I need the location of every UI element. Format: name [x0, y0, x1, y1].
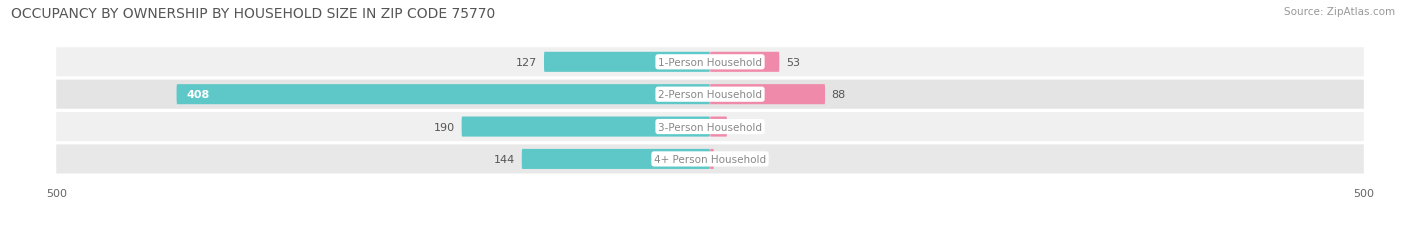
- Text: 408: 408: [187, 90, 211, 100]
- Text: 144: 144: [494, 154, 515, 164]
- FancyBboxPatch shape: [56, 145, 1364, 174]
- Text: 190: 190: [434, 122, 456, 132]
- FancyBboxPatch shape: [461, 117, 710, 137]
- Text: 1-Person Household: 1-Person Household: [658, 58, 762, 67]
- Text: Source: ZipAtlas.com: Source: ZipAtlas.com: [1284, 7, 1395, 17]
- Text: 4+ Person Household: 4+ Person Household: [654, 154, 766, 164]
- Text: 3: 3: [720, 154, 727, 164]
- FancyBboxPatch shape: [710, 85, 825, 105]
- FancyBboxPatch shape: [710, 52, 779, 73]
- FancyBboxPatch shape: [710, 149, 714, 169]
- FancyBboxPatch shape: [56, 48, 1364, 77]
- Text: 2-Person Household: 2-Person Household: [658, 90, 762, 100]
- FancyBboxPatch shape: [710, 117, 727, 137]
- Text: 53: 53: [786, 58, 800, 67]
- FancyBboxPatch shape: [56, 112, 1364, 142]
- Text: OCCUPANCY BY OWNERSHIP BY HOUSEHOLD SIZE IN ZIP CODE 75770: OCCUPANCY BY OWNERSHIP BY HOUSEHOLD SIZE…: [11, 7, 495, 21]
- FancyBboxPatch shape: [177, 85, 710, 105]
- FancyBboxPatch shape: [56, 80, 1364, 109]
- Text: 3-Person Household: 3-Person Household: [658, 122, 762, 132]
- FancyBboxPatch shape: [522, 149, 710, 169]
- Text: 127: 127: [516, 58, 537, 67]
- Text: 88: 88: [831, 90, 846, 100]
- FancyBboxPatch shape: [544, 52, 710, 73]
- Text: 13: 13: [734, 122, 748, 132]
